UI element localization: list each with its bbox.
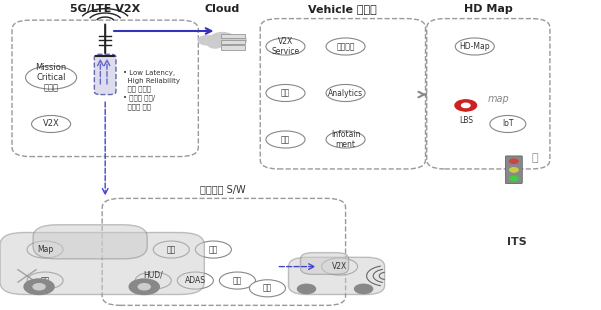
- FancyBboxPatch shape: [221, 34, 245, 38]
- Ellipse shape: [490, 115, 526, 133]
- Ellipse shape: [153, 241, 189, 258]
- Text: Infotain
ment: Infotain ment: [331, 130, 361, 149]
- Text: HUD/
AR: HUD/ AR: [144, 271, 163, 290]
- Text: 보안: 보안: [281, 88, 290, 98]
- Circle shape: [510, 168, 518, 172]
- Text: ITS: ITS: [507, 237, 526, 247]
- Text: 관제: 관제: [281, 135, 290, 144]
- Circle shape: [297, 284, 316, 294]
- Circle shape: [462, 103, 470, 108]
- FancyBboxPatch shape: [221, 40, 245, 44]
- Ellipse shape: [266, 84, 305, 102]
- Text: 5G/LTE V2X: 5G/LTE V2X: [70, 4, 140, 14]
- Circle shape: [208, 41, 222, 48]
- Circle shape: [510, 159, 518, 163]
- FancyBboxPatch shape: [94, 54, 116, 95]
- Text: HD Map: HD Map: [463, 4, 513, 14]
- Text: ADAS: ADAS: [185, 276, 206, 285]
- Text: IoT: IoT: [502, 119, 514, 129]
- Text: 제어: 제어: [233, 276, 242, 285]
- Text: LBS: LBS: [459, 116, 473, 125]
- Circle shape: [198, 36, 216, 45]
- Text: Analytics: Analytics: [328, 88, 363, 98]
- Ellipse shape: [322, 258, 358, 275]
- Ellipse shape: [219, 272, 255, 289]
- Ellipse shape: [456, 38, 495, 55]
- Ellipse shape: [266, 38, 305, 55]
- Text: map: map: [488, 94, 510, 104]
- Text: Cloud: Cloud: [205, 4, 240, 14]
- Ellipse shape: [326, 38, 365, 55]
- Text: V2X
Service: V2X Service: [272, 37, 299, 56]
- Circle shape: [24, 279, 54, 294]
- Circle shape: [510, 176, 518, 181]
- Text: Map: Map: [37, 245, 53, 254]
- Ellipse shape: [31, 115, 71, 133]
- Polygon shape: [460, 105, 472, 112]
- Ellipse shape: [326, 84, 365, 102]
- Text: V2X: V2X: [332, 262, 347, 271]
- Ellipse shape: [135, 272, 171, 289]
- Ellipse shape: [249, 280, 285, 297]
- FancyBboxPatch shape: [300, 253, 349, 274]
- Ellipse shape: [25, 66, 77, 89]
- Circle shape: [33, 284, 45, 290]
- Text: 센서: 센서: [263, 284, 272, 293]
- Circle shape: [455, 100, 477, 111]
- Text: 판단: 판단: [209, 245, 218, 254]
- Text: 인지: 인지: [166, 245, 176, 254]
- FancyBboxPatch shape: [33, 225, 147, 259]
- Circle shape: [228, 36, 246, 45]
- Ellipse shape: [27, 241, 63, 258]
- Circle shape: [129, 279, 159, 294]
- Text: 보안: 보안: [40, 276, 50, 285]
- Ellipse shape: [266, 131, 305, 148]
- Text: Mission
Critical
서비스: Mission Critical 서비스: [35, 63, 67, 92]
- FancyBboxPatch shape: [0, 232, 204, 294]
- Text: 🏍: 🏍: [531, 153, 538, 163]
- Ellipse shape: [177, 272, 213, 289]
- Circle shape: [210, 33, 234, 45]
- Text: V2X: V2X: [43, 119, 59, 129]
- FancyBboxPatch shape: [288, 257, 385, 294]
- Text: 인공지능: 인공지능: [337, 42, 355, 51]
- Text: HD-Map: HD-Map: [460, 42, 490, 51]
- Circle shape: [355, 284, 373, 294]
- FancyBboxPatch shape: [221, 45, 245, 50]
- Ellipse shape: [326, 131, 365, 148]
- Text: 자율주행 S/W: 자율주행 S/W: [200, 184, 245, 194]
- Text: Vehicle 플랫폼: Vehicle 플랫폼: [308, 4, 377, 14]
- Circle shape: [138, 284, 150, 290]
- Ellipse shape: [195, 241, 231, 258]
- Ellipse shape: [27, 272, 63, 289]
- Text: • Low Latency,
  High Reliability
  제공 인프라
• 실시간 처리/
  대용량 전송: • Low Latency, High Reliability 제공 인프라 •…: [123, 70, 180, 109]
- FancyBboxPatch shape: [505, 156, 522, 184]
- Circle shape: [222, 41, 237, 48]
